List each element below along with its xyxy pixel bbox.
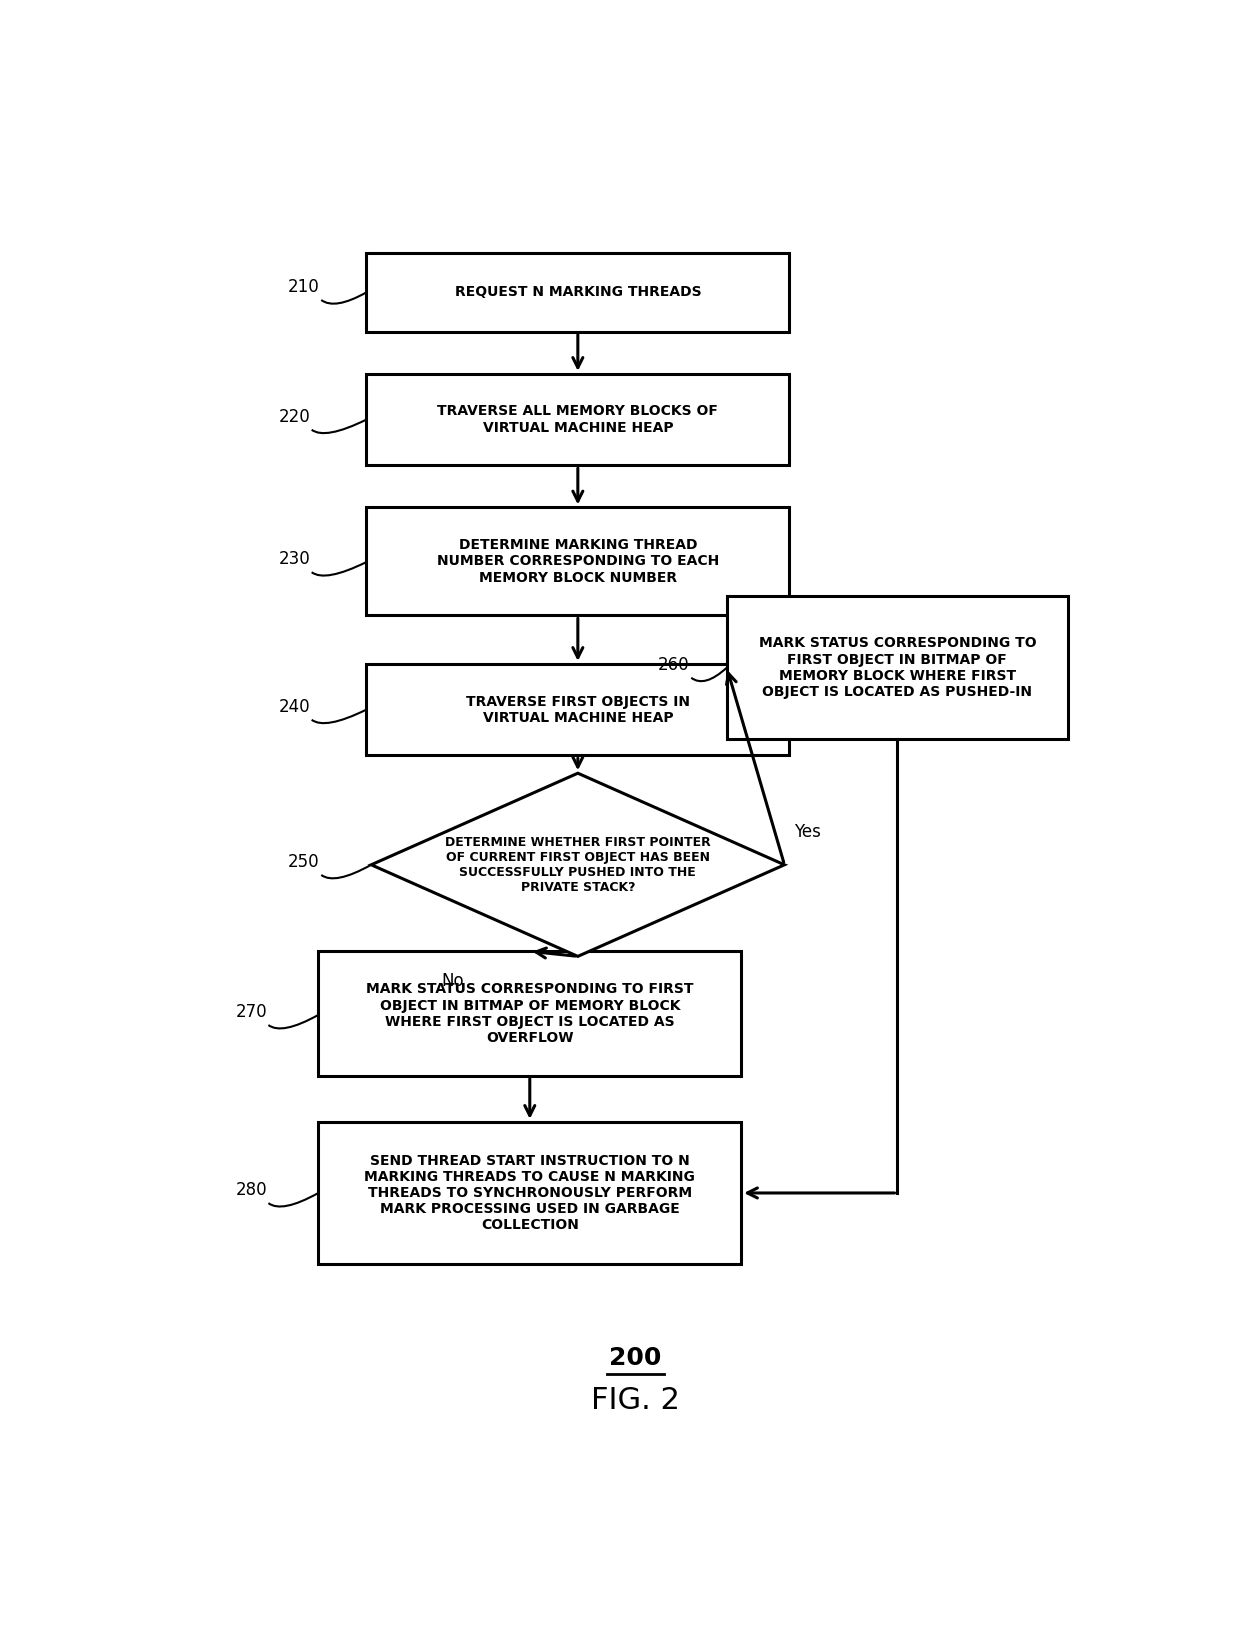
- Text: REQUEST N MARKING THREADS: REQUEST N MARKING THREADS: [455, 286, 701, 299]
- Text: FIG. 2: FIG. 2: [591, 1386, 680, 1414]
- Text: 230: 230: [279, 550, 310, 568]
- Text: 220: 220: [279, 408, 310, 426]
- FancyBboxPatch shape: [367, 373, 789, 466]
- Text: DETERMINE WHETHER FIRST POINTER
OF CURRENT FIRST OBJECT HAS BEEN
SUCCESSFULLY PU: DETERMINE WHETHER FIRST POINTER OF CURRE…: [445, 836, 711, 894]
- Text: 250: 250: [288, 852, 320, 871]
- Text: MARK STATUS CORRESPONDING TO
FIRST OBJECT IN BITMAP OF
MEMORY BLOCK WHERE FIRST
: MARK STATUS CORRESPONDING TO FIRST OBJEC…: [759, 636, 1037, 699]
- Text: SEND THREAD START INSTRUCTION TO N
MARKING THREADS TO CAUSE N MARKING
THREADS TO: SEND THREAD START INSTRUCTION TO N MARKI…: [365, 1153, 696, 1232]
- Text: 260: 260: [658, 656, 689, 674]
- FancyBboxPatch shape: [319, 952, 742, 1075]
- FancyBboxPatch shape: [367, 664, 789, 755]
- FancyBboxPatch shape: [367, 253, 789, 332]
- Text: 200: 200: [609, 1346, 662, 1371]
- Text: MARK STATUS CORRESPONDING TO FIRST
OBJECT IN BITMAP OF MEMORY BLOCK
WHERE FIRST : MARK STATUS CORRESPONDING TO FIRST OBJEC…: [366, 983, 693, 1046]
- Text: 270: 270: [236, 1003, 267, 1021]
- Text: DETERMINE MARKING THREAD
NUMBER CORRESPONDING TO EACH
MEMORY BLOCK NUMBER: DETERMINE MARKING THREAD NUMBER CORRESPO…: [436, 539, 719, 585]
- FancyBboxPatch shape: [367, 507, 789, 616]
- Text: 210: 210: [288, 278, 320, 296]
- Text: TRAVERSE FIRST OBJECTS IN
VIRTUAL MACHINE HEAP: TRAVERSE FIRST OBJECTS IN VIRTUAL MACHIN…: [466, 694, 689, 725]
- FancyBboxPatch shape: [727, 596, 1068, 738]
- Text: TRAVERSE ALL MEMORY BLOCKS OF
VIRTUAL MACHINE HEAP: TRAVERSE ALL MEMORY BLOCKS OF VIRTUAL MA…: [438, 405, 718, 434]
- Text: Yes: Yes: [794, 823, 821, 841]
- FancyBboxPatch shape: [319, 1122, 742, 1264]
- Text: No: No: [441, 971, 464, 990]
- Polygon shape: [371, 773, 785, 957]
- Text: 280: 280: [236, 1181, 267, 1199]
- Text: 240: 240: [279, 699, 310, 715]
